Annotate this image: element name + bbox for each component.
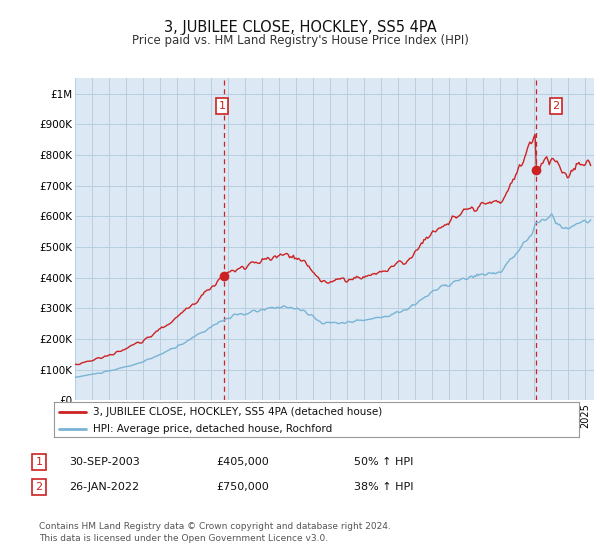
Text: 50% ↑ HPI: 50% ↑ HPI [354, 457, 413, 467]
Text: 1: 1 [218, 101, 226, 111]
Text: 30-SEP-2003: 30-SEP-2003 [69, 457, 140, 467]
Text: 1: 1 [35, 457, 43, 467]
Text: HPI: Average price, detached house, Rochford: HPI: Average price, detached house, Roch… [94, 424, 332, 434]
Text: £405,000: £405,000 [216, 457, 269, 467]
Text: 3, JUBILEE CLOSE, HOCKLEY, SS5 4PA: 3, JUBILEE CLOSE, HOCKLEY, SS5 4PA [164, 20, 436, 35]
Text: £750,000: £750,000 [216, 482, 269, 492]
Text: 2: 2 [553, 101, 560, 111]
Text: Price paid vs. HM Land Registry's House Price Index (HPI): Price paid vs. HM Land Registry's House … [131, 34, 469, 46]
Text: 26-JAN-2022: 26-JAN-2022 [69, 482, 139, 492]
Text: Contains HM Land Registry data © Crown copyright and database right 2024.
This d: Contains HM Land Registry data © Crown c… [39, 522, 391, 543]
Text: 3, JUBILEE CLOSE, HOCKLEY, SS5 4PA (detached house): 3, JUBILEE CLOSE, HOCKLEY, SS5 4PA (deta… [94, 408, 383, 418]
Text: 2: 2 [35, 482, 43, 492]
Text: 38% ↑ HPI: 38% ↑ HPI [354, 482, 413, 492]
